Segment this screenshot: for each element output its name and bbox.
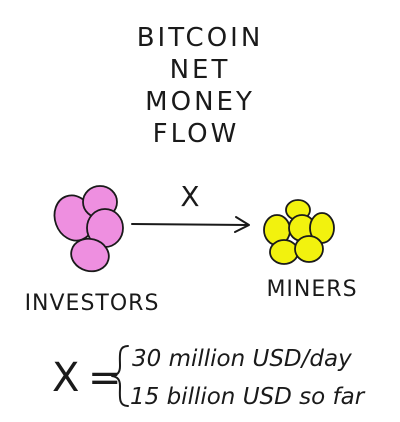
formula: X = 30 million USD/day 15 billion USD so… — [52, 345, 366, 410]
title: BITCOIN NET MONEY FLOW — [137, 23, 264, 149]
title-line-2: NET — [170, 55, 231, 85]
miners-cluster — [263, 199, 335, 265]
miner-blob-6 — [294, 235, 324, 263]
arrow-head — [234, 216, 250, 233]
formula-brace — [111, 345, 129, 407]
flow-arrow — [131, 216, 250, 233]
investor-blob-4 — [70, 237, 110, 273]
title-line-1: BITCOIN — [137, 23, 264, 53]
formula-line-1: 30 million USD/day — [132, 346, 352, 372]
title-line-3: MONEY — [145, 87, 255, 117]
investors-label: INVESTORS — [25, 291, 160, 316]
title-line-4: FLOW — [153, 119, 240, 149]
flow-label: X — [180, 180, 199, 213]
formula-variable: X — [52, 355, 79, 401]
formula-line-2: 15 billion USD so far — [130, 384, 366, 410]
investors-cluster — [53, 185, 124, 273]
miners-label: MINERS — [266, 277, 357, 302]
arrow-shaft — [131, 223, 249, 226]
miner-blob-5 — [269, 239, 299, 265]
